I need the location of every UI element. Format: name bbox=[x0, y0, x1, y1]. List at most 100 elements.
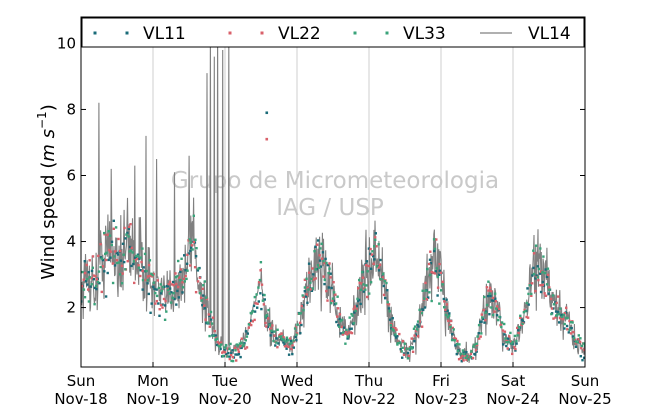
series-point-vl11 bbox=[285, 347, 288, 350]
series-point-vl33 bbox=[459, 352, 463, 355]
series-point-vl22 bbox=[501, 329, 505, 332]
series-point-vl22 bbox=[94, 275, 97, 278]
series-point-vl33 bbox=[470, 350, 473, 353]
series-point-vl11 bbox=[130, 264, 133, 268]
series-point-vl11 bbox=[250, 319, 253, 322]
series-point-vl33 bbox=[157, 286, 161, 290]
series-point-vl33 bbox=[188, 238, 191, 241]
series-point-vl11 bbox=[158, 314, 161, 317]
series-point-vl33 bbox=[366, 270, 369, 273]
series-point-vl33 bbox=[507, 341, 510, 344]
series-point-vl22 bbox=[425, 298, 428, 301]
series-point-vl22 bbox=[451, 326, 454, 330]
series-point-vl11 bbox=[300, 323, 303, 327]
series-point-vl33 bbox=[500, 321, 504, 324]
series-point-vl33 bbox=[365, 284, 368, 287]
series-point-vl22 bbox=[496, 305, 499, 308]
series-point-vl11 bbox=[369, 252, 372, 256]
series-point-vl11 bbox=[287, 353, 291, 356]
series-point-vl11 bbox=[184, 269, 187, 272]
series-point-vl11 bbox=[358, 298, 361, 302]
series-point-vl33 bbox=[403, 342, 406, 345]
series-point-vl11 bbox=[205, 322, 208, 325]
series-point-vl33 bbox=[328, 267, 331, 270]
series-point-vl22 bbox=[320, 257, 324, 260]
series-point-vl11 bbox=[477, 332, 480, 335]
series-point-vl11 bbox=[291, 352, 294, 356]
series-point-vl22 bbox=[213, 329, 216, 333]
series-point-vl33 bbox=[141, 247, 144, 250]
series-point-vl33 bbox=[323, 278, 326, 282]
series-point-vl11 bbox=[164, 304, 167, 307]
series-point-vl33 bbox=[505, 341, 508, 344]
series-point-vl22 bbox=[513, 346, 516, 349]
series-point-vl33 bbox=[107, 230, 110, 233]
series-point-vl22 bbox=[129, 223, 132, 226]
series-point-vl22 bbox=[198, 276, 202, 279]
series-point-vl22 bbox=[172, 284, 175, 287]
series-point-vl22 bbox=[488, 286, 492, 290]
series-point-vl11 bbox=[283, 343, 286, 346]
series-point-vl22 bbox=[265, 325, 268, 328]
series-point-vl11 bbox=[541, 280, 544, 284]
series-point-vl11 bbox=[310, 289, 314, 292]
series-point-vl33 bbox=[314, 268, 317, 271]
series-point-vl33 bbox=[511, 340, 514, 344]
series-point-vl22 bbox=[260, 283, 264, 286]
series-point-vl22 bbox=[447, 319, 450, 323]
series-point-vl22 bbox=[228, 357, 231, 361]
series-point-vl22 bbox=[539, 284, 542, 287]
series-point-vl11 bbox=[166, 284, 170, 288]
series-point-vl22 bbox=[454, 337, 458, 341]
series-point-vl22 bbox=[287, 345, 290, 349]
series-point-vl33 bbox=[469, 356, 472, 359]
series-point-vl22 bbox=[498, 307, 501, 311]
series-point-vl33 bbox=[504, 337, 507, 340]
series-point-vl22 bbox=[120, 264, 124, 268]
series-point-vl11 bbox=[503, 333, 506, 336]
series-point-vl22 bbox=[305, 293, 308, 296]
series-point-vl33 bbox=[129, 249, 133, 252]
series-point-vl33 bbox=[421, 289, 424, 292]
series-point-vl11 bbox=[304, 295, 307, 298]
series-point-vl33 bbox=[490, 306, 493, 309]
series-point-vl33 bbox=[330, 302, 333, 305]
series-point-vl22 bbox=[151, 275, 154, 278]
series-point-vl11 bbox=[544, 268, 547, 271]
series-point-vl22 bbox=[565, 306, 568, 309]
series-point-vl33 bbox=[228, 347, 231, 350]
series-point-vl11 bbox=[223, 348, 226, 352]
series-point-vl11 bbox=[394, 336, 398, 339]
series-point-vl11 bbox=[554, 310, 558, 313]
series-point-vl11 bbox=[382, 284, 385, 288]
series-point-vl11 bbox=[433, 249, 436, 253]
series-point-vl22 bbox=[411, 350, 415, 353]
series-point-vl11 bbox=[582, 356, 585, 359]
series-point-vl22 bbox=[128, 225, 131, 229]
series-point-vl22 bbox=[170, 283, 174, 286]
series-point-vl33 bbox=[515, 339, 518, 343]
series-point-vl22 bbox=[112, 227, 115, 230]
series-point-vl33 bbox=[379, 278, 382, 281]
series-point-vl11 bbox=[321, 251, 325, 254]
legend-label-vl22: VL22 bbox=[278, 24, 321, 44]
series-point-vl11 bbox=[581, 359, 584, 362]
series-point-vl22 bbox=[164, 299, 167, 303]
series-point-vl33 bbox=[320, 242, 323, 245]
series-point-vl33 bbox=[348, 316, 351, 319]
series-point-vl33 bbox=[428, 291, 431, 294]
series-point-vl22 bbox=[118, 249, 122, 253]
series-point-vl22 bbox=[156, 279, 159, 282]
series-point-vl22 bbox=[167, 283, 170, 286]
series-point-vl22 bbox=[133, 281, 136, 285]
series-point-vl11 bbox=[527, 303, 530, 306]
series-point-vl22 bbox=[366, 295, 369, 299]
series-point-vl22 bbox=[316, 243, 319, 246]
series-point-vl33 bbox=[261, 299, 265, 302]
series-point-vl33 bbox=[244, 339, 247, 342]
series-point-vl11 bbox=[324, 257, 327, 261]
series-point-vl22 bbox=[216, 341, 220, 344]
series-point-vl22 bbox=[369, 247, 372, 251]
series-point-vl33 bbox=[362, 283, 365, 286]
legend-marker-vl22 bbox=[260, 31, 264, 35]
